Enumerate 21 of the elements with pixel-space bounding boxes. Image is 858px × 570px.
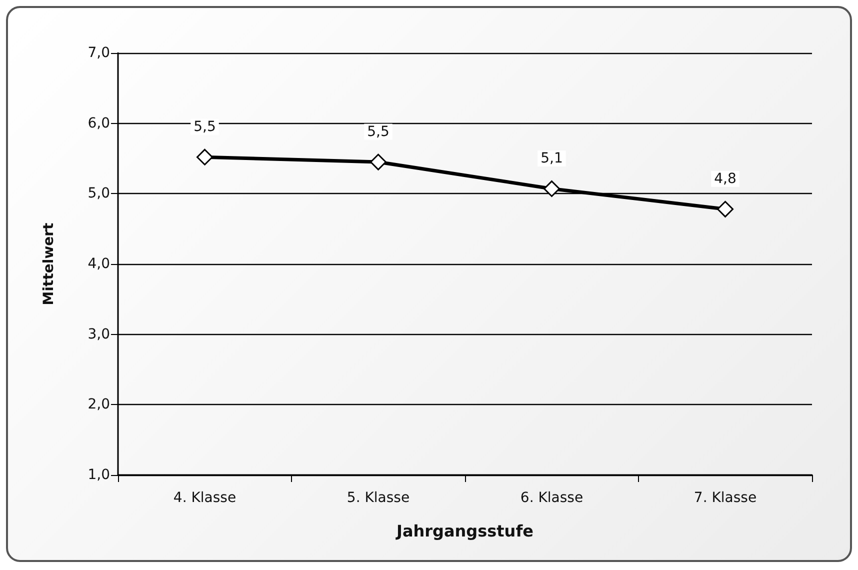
point [370,154,386,170]
y-tick-label: 5,0 [88,186,110,202]
data-label: 5,1 [540,150,563,166]
point [544,180,560,197]
x-tick-label: 4. Klasse [173,490,236,506]
data-label: 5,5 [194,118,216,135]
y-tick-label: 7,0 [88,45,110,61]
y-tick-label: 4,0 [88,256,110,272]
data-label: 5,5 [367,124,390,140]
y-tick-label: 3,0 [88,326,110,342]
y-tick-label: 6,0 [88,115,110,132]
point [196,148,213,166]
x-tick-label: 6. Klasse [520,490,584,506]
x-tick-label: 5. Klasse [346,490,410,506]
data-label: 4,8 [714,170,736,187]
x-axis-title: Jahrgangsstufe [395,522,534,540]
point [717,200,734,218]
y-axis-title: Mittelwert [41,222,57,306]
y-tick-label: 2,0 [88,396,110,413]
y-tick-label: 1,0 [88,467,110,483]
x-tick-label: 7. Klasse [694,490,757,506]
